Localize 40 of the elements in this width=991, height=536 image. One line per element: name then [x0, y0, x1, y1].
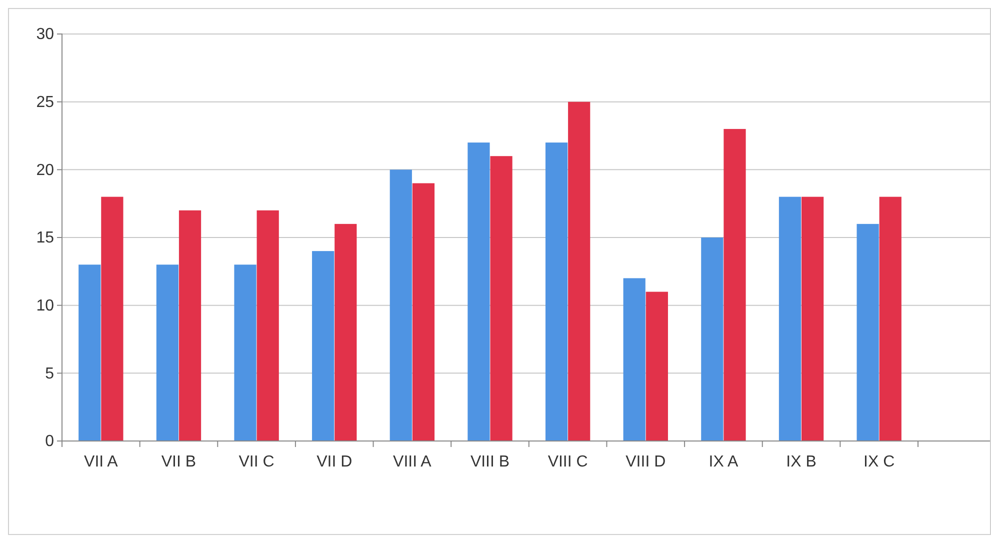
y-tick-label: 5 [45, 365, 54, 382]
x-tick-label: VIII D [626, 453, 666, 470]
bar [856, 224, 879, 441]
bar [701, 238, 724, 441]
bar [646, 292, 668, 441]
bar [412, 183, 435, 441]
x-tick-label: VII A [84, 453, 118, 470]
x-tick-label: IX B [786, 453, 816, 470]
bar [568, 102, 590, 441]
bar [256, 210, 279, 441]
bar [390, 170, 412, 441]
y-tick-label: 0 [45, 433, 54, 450]
x-tick-label: VII B [161, 453, 196, 470]
bar [623, 278, 646, 441]
bar [802, 196, 824, 441]
y-tick-label: 20 [36, 162, 54, 179]
bar [545, 142, 568, 441]
x-tick-label: VIII C [548, 453, 588, 470]
bar [778, 196, 802, 441]
y-tick-label: 15 [36, 230, 54, 247]
y-tick-label: 30 [36, 26, 54, 44]
bar [879, 196, 902, 441]
x-tick-label: VIII A [393, 453, 432, 470]
x-tick-label: VII D [316, 453, 352, 470]
bar [468, 142, 490, 441]
bar [78, 264, 101, 441]
bar [724, 128, 746, 441]
bar [234, 264, 256, 441]
bar [101, 196, 124, 441]
bar [156, 264, 178, 441]
y-tick-label: 10 [36, 297, 54, 314]
x-tick-label: VIII B [470, 453, 510, 470]
y-tick-label: 25 [36, 94, 54, 111]
bar [334, 224, 357, 441]
bar [178, 210, 202, 441]
x-tick-label: IX C [864, 453, 895, 470]
bar [490, 156, 512, 441]
bar [312, 251, 334, 441]
x-tick-label: IX A [708, 453, 738, 470]
x-tick-label: VII C [238, 453, 274, 470]
